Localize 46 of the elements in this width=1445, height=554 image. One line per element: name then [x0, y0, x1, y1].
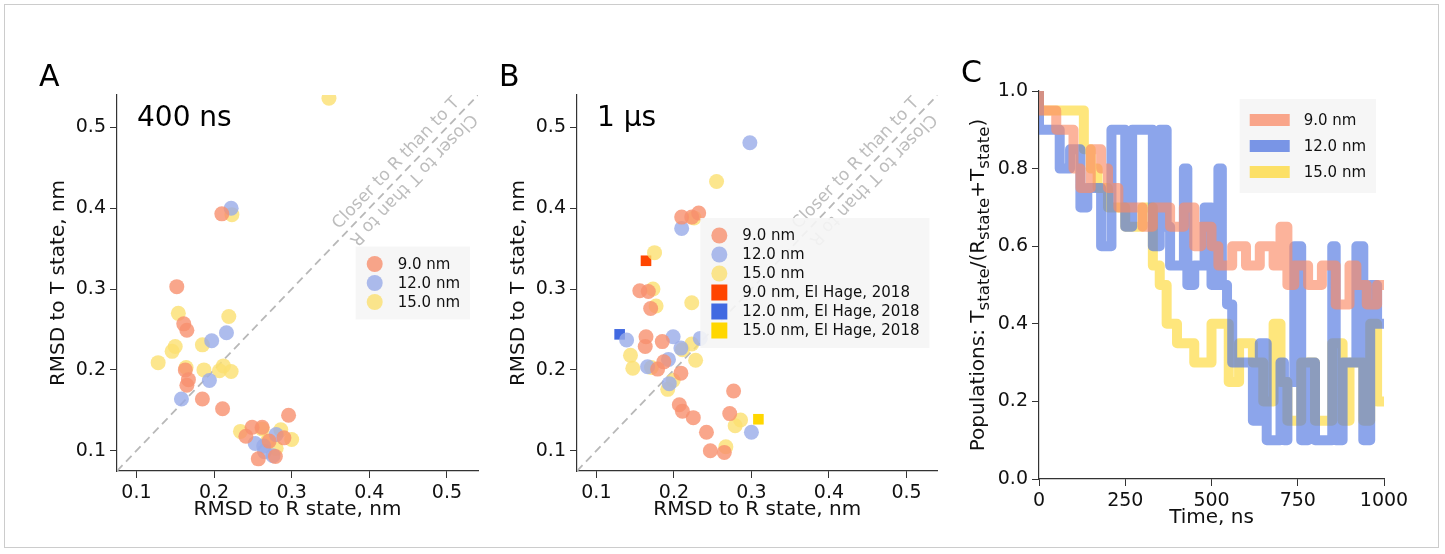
legend-label: 15.0 nm [397, 292, 461, 311]
x-tick-label: 750 [1279, 488, 1316, 511]
x-tick-label: 500 [1193, 488, 1230, 511]
legend-label: 15.0 nm [1303, 162, 1367, 181]
x-tick-label: 0.4 [813, 480, 845, 503]
y-tick-label: 0.3 [75, 276, 106, 298]
annotation: 1 μs [597, 100, 657, 134]
legend-label: 12.0 nm [1303, 136, 1367, 155]
legend-label: 12.0 nm [397, 273, 461, 292]
y-tick-label: 0.5 [75, 114, 106, 137]
x-tick-label: 250 [1107, 488, 1144, 511]
y-tick-label: 0.3 [535, 276, 566, 298]
y-tick-label: 0.6 [997, 233, 1028, 256]
y-tick-label: 0.4 [535, 195, 566, 218]
x-tick-label: 0.1 [121, 480, 152, 503]
chart-title: B [499, 57, 520, 93]
x-tick-label: 1000 [1359, 488, 1409, 511]
x-tick-label: 0.1 [581, 480, 612, 503]
y-tick-label: 0.2 [75, 356, 106, 379]
y-tick-label: 0.8 [997, 155, 1028, 178]
legend-label: 15.0 nm [742, 264, 805, 283]
y-tick-label: 0.1 [535, 437, 566, 460]
annotation: 400 ns [137, 100, 232, 134]
y-tick-label: 0.4 [75, 195, 106, 218]
y-tick-label: 0.0 [997, 465, 1028, 488]
legend-label: 9.0 nm, El Hage, 2018 [742, 283, 910, 302]
y-tick-label: 0.4 [997, 310, 1028, 333]
x-tick-label: 0.4 [354, 480, 385, 503]
chart-title: A [39, 57, 60, 93]
x-tick-label: 0.5 [891, 480, 922, 503]
y-tick-label: 0.5 [535, 114, 566, 137]
legend-label: 12.0 nm, El Hage, 2018 [742, 302, 920, 321]
x-tick-label: 0.5 [431, 480, 463, 503]
y-tick-label: 0.1 [75, 437, 106, 460]
y-axis-title: RMSD to T state, nm [45, 179, 69, 387]
legend-label: 9.0 nm [397, 254, 451, 273]
y-axis-title: RMSD to T state, nm [505, 179, 529, 387]
y-tick-label: 0.2 [997, 388, 1028, 411]
y-tick-label: 0.2 [535, 356, 566, 379]
legend-label: 12.0 nm [742, 245, 805, 264]
chart-title: C [961, 53, 982, 89]
legend-label: 9.0 nm [742, 226, 796, 245]
legend-label: 9.0 nm [1303, 110, 1357, 129]
x-tick-label: 0 [1032, 488, 1046, 511]
legend-label: 15.0 nm, El Hage, 2018 [742, 321, 920, 340]
y-tick-label: 1.0 [997, 77, 1028, 100]
